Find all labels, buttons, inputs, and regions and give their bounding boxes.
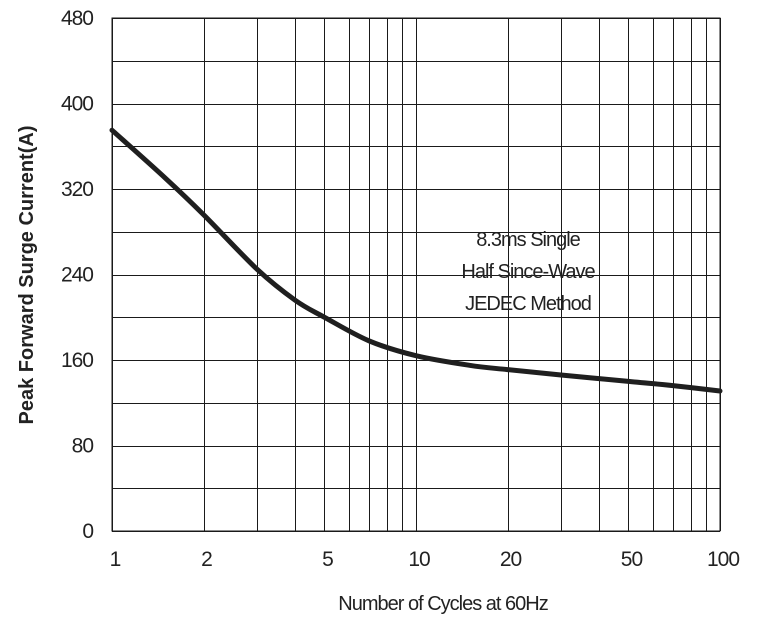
annotation-line-2: Half Since-Wave <box>461 261 595 283</box>
y-tick-label: 320 <box>61 178 93 201</box>
annotation-line-3: JEDEC Method <box>465 293 591 315</box>
x-tick-label: 100 <box>707 548 739 571</box>
plot-frame <box>111 17 721 532</box>
y-tick-label: 80 <box>72 435 94 458</box>
x-tick-labels: 1 2 5 10 20 50 100 <box>110 548 741 571</box>
y-tick-label: 400 <box>61 93 93 116</box>
annotation-line-1: 8.3ms Single <box>476 229 580 251</box>
y-tick-labels: 0 80 160 240 320 400 480 <box>61 7 94 543</box>
x-axis-label: Number of Cycles at 60Hz <box>338 593 547 615</box>
grid-lines <box>112 18 721 532</box>
x-tick-label: 10 <box>408 548 430 571</box>
x-tick-label: 20 <box>500 548 522 571</box>
x-tick-label: 2 <box>201 548 212 571</box>
y-tick-label: 0 <box>82 520 93 543</box>
y-tick-label: 480 <box>61 7 93 30</box>
x-tick-label: 5 <box>322 548 333 571</box>
y-tick-label: 240 <box>61 264 93 287</box>
x-tick-label: 1 <box>110 548 121 571</box>
y-tick-label: 160 <box>61 349 93 372</box>
y-axis-label: Peak Forward Surge Current(A) <box>16 126 38 425</box>
x-tick-label: 50 <box>621 548 643 571</box>
surge-current-curve <box>109 127 723 394</box>
